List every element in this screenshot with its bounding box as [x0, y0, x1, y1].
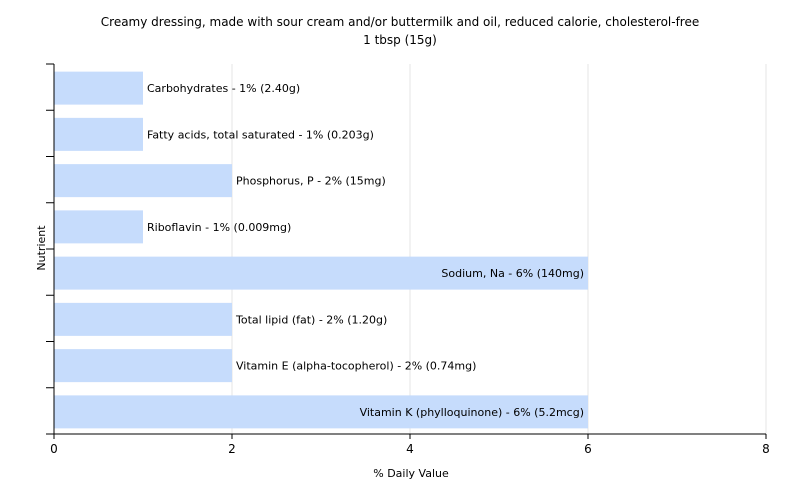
- bar-label: Total lipid (fat) - 2% (1.20g): [235, 313, 387, 326]
- bar-label: Phosphorus, P - 2% (15mg): [236, 175, 386, 188]
- bar: [54, 71, 143, 105]
- gridlines: [231, 64, 767, 434]
- chart-subtitle: 1 tbsp (15g): [363, 33, 437, 47]
- bar-label: Vitamin K (phylloquinone) - 6% (5.2mcg): [360, 406, 584, 419]
- bar: [54, 302, 232, 336]
- bar: [54, 349, 232, 383]
- bar-label: Fatty acids, total saturated - 1% (0.203…: [147, 128, 374, 141]
- bar-label: Vitamin E (alpha-tocopherol) - 2% (0.74m…: [236, 360, 476, 373]
- x-tick-label: 2: [228, 442, 236, 456]
- bar-label: Sodium, Na - 6% (140mg): [441, 267, 584, 280]
- axes: 0 2 4 6 8: [46, 63, 770, 456]
- bar: [54, 117, 143, 151]
- bar: [54, 210, 143, 244]
- chart-title: Creamy dressing, made with sour cream an…: [101, 15, 699, 29]
- x-tick-label: 4: [406, 442, 414, 456]
- bar: [54, 395, 588, 429]
- bar-label: Riboflavin - 1% (0.009mg): [147, 221, 291, 234]
- bars: Carbohydrates - 1% (2.40g) Fatty acids, t…: [54, 71, 588, 429]
- x-tick-label: 0: [50, 442, 58, 456]
- bar: [54, 164, 232, 198]
- bar-label: Carbohydrates - 1% (2.40g): [147, 82, 300, 95]
- x-tick-label: 6: [584, 442, 592, 456]
- bar: [54, 256, 588, 290]
- x-tick-label: 8: [762, 442, 770, 456]
- y-axis-title: Nutrient: [35, 225, 48, 271]
- x-axis-title: % Daily Value: [373, 467, 449, 480]
